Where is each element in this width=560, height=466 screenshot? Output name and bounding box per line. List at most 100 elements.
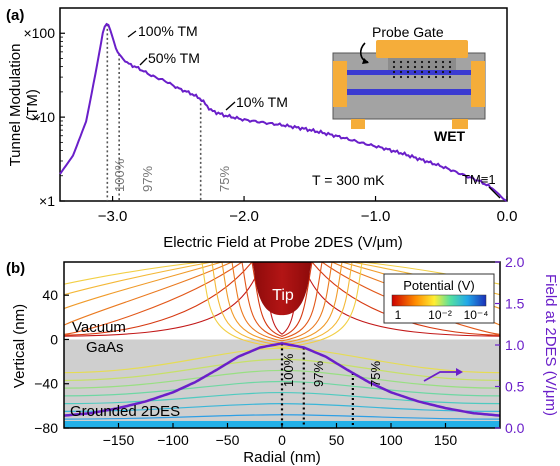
panel-b-label: (b) — [6, 260, 25, 277]
panel-b-x-axis-label: Radial (nm) — [243, 449, 321, 466]
inset-dot — [427, 65, 431, 69]
panel-b-x-tick-label-5: 100 — [379, 432, 403, 448]
panel-a-y-tick-label-0: ×1 — [39, 193, 55, 209]
annotation-temperature: T = 300 mK — [312, 172, 385, 188]
panel-a-x-tick-label-2: −1.0 — [361, 208, 391, 225]
inset-dot — [441, 60, 445, 64]
inset-dot — [399, 75, 403, 79]
annotation-10-tm: 10% TM — [236, 94, 288, 110]
inset-bottom-right-gate — [452, 119, 468, 129]
inset-dot — [399, 60, 403, 64]
panel-a-y-axis-label-1: Tunnel Modulation — [7, 44, 24, 167]
inset-dot — [434, 65, 438, 69]
inset-dot — [420, 65, 424, 69]
panel-b-y2-tick-label-2: 1.0 — [505, 337, 525, 353]
inset-dot — [392, 65, 396, 69]
inset-dot — [434, 60, 438, 64]
colorbar-tick-2: 10⁻² — [428, 308, 452, 322]
inset-dot — [434, 70, 438, 74]
contour-line — [201, 262, 363, 349]
inset-dot — [420, 60, 424, 64]
inset-dot — [427, 60, 431, 64]
panel-a-pct-100: 100% — [112, 158, 127, 192]
inset-dot — [441, 65, 445, 69]
panel-b-y-tick-label-0: 40 — [42, 287, 58, 303]
inset-dot — [448, 70, 452, 74]
panel-b-y2-tick-label-4: 2.0 — [505, 254, 525, 270]
tip-shape — [252, 262, 312, 316]
gaas-label: GaAs — [86, 339, 124, 356]
panel-a-x-axis-label: Electric Field at Probe 2DES (V/μm) — [163, 234, 403, 251]
right-axis-arrowhead — [456, 368, 463, 376]
panel-a-y-axis-label-2: (TM) — [24, 89, 41, 121]
panel-b-pct-75: 75% — [368, 361, 383, 387]
contour-line — [251, 262, 313, 337]
panel-a-pct-97: 97% — [140, 166, 155, 192]
right-axis-arrow — [423, 371, 456, 382]
colorbar-title: Potential (V) — [403, 278, 475, 293]
panel-a-x-tick-label-1: −2.0 — [229, 208, 259, 225]
inset-probe-gate — [376, 40, 468, 58]
inset-ground-2des — [347, 89, 471, 95]
annotation-tm-equals-1: TM≡1 — [462, 172, 496, 187]
inset-dot — [420, 75, 424, 79]
panel-b-x-tick-label-4: 50 — [329, 432, 345, 448]
panel-b-x-ticks: −150 −100 −50 0 50 100 150 — [103, 423, 458, 448]
inset-dot — [441, 75, 445, 79]
inset-dot — [392, 60, 396, 64]
inset-dot — [434, 75, 438, 79]
panel-a-label: (a) — [6, 7, 24, 24]
panel-b-y2-tick-label-0: 0.0 — [505, 420, 525, 436]
panel-a-y-ticks: ×1 ×10 ×100 — [23, 7, 65, 209]
inset-dot — [420, 70, 424, 74]
panel-a-x-ticks: −3.0 −2.0 −1.0 0.0 — [98, 196, 518, 225]
panel-b-y2-tick-label-3: 1.5 — [505, 296, 525, 312]
contour-line — [64, 262, 500, 331]
inset-dot — [413, 65, 417, 69]
colorbar-gradient — [391, 294, 487, 307]
panel-b-y2-tick-label-1: 0.5 — [505, 379, 525, 395]
annotation-tm1-arrow — [488, 186, 501, 199]
inset-left-contact — [333, 61, 347, 107]
inset-dot — [448, 75, 452, 79]
panel-b-y-tick-label-2: −40 — [34, 376, 58, 392]
inset-dot — [413, 75, 417, 79]
panel-b-x-tick-label-6: 150 — [434, 432, 458, 448]
inset-dot — [413, 60, 417, 64]
panel-b-pct-100: 100% — [281, 353, 296, 387]
inset-dot — [427, 75, 431, 79]
inset-dot — [406, 60, 410, 64]
panel-a-marker-lines — [106, 24, 202, 201]
inset-dot — [448, 65, 452, 69]
inset-dot — [413, 70, 417, 74]
inset-dot — [448, 60, 452, 64]
panel-b-x-tick-label-2: −50 — [216, 432, 240, 448]
contour-line — [64, 262, 500, 332]
panel-a-x-tick-label-3: 0.0 — [497, 208, 518, 225]
inset-dot — [406, 65, 410, 69]
panel-b-x-tick-label-1: −100 — [157, 432, 189, 448]
inset-dot — [427, 70, 431, 74]
annotation-10-arrow — [225, 101, 236, 111]
inset-arrowhead — [362, 58, 369, 64]
inset-dot — [406, 70, 410, 74]
inset-title: Probe Gate — [372, 24, 444, 40]
grounded-2des-label: Grounded 2DES — [70, 403, 180, 420]
colorbar-legend: Potential (V) 1 10⁻² 10⁻⁴ — [383, 273, 495, 324]
panel-b-y-tick-label-3: −80 — [34, 420, 58, 436]
inset-dot — [392, 70, 396, 74]
panel-a-y-tick-label-2: ×100 — [23, 25, 55, 41]
annotation-100-arrow — [127, 30, 137, 38]
panel-b-x-tick-label-0: −150 — [103, 432, 135, 448]
contour-line — [241, 262, 323, 340]
annotation-100-tm: 100% TM — [138, 23, 198, 39]
inset-dot — [399, 70, 403, 74]
panel-b-y2-axis-label: Field at 2DES (V/μm) — [542, 274, 559, 416]
inset-caption: WET — [434, 128, 466, 144]
panel-b-x-tick-label-3: 0 — [278, 432, 286, 448]
panel-b-field-curve — [64, 342, 500, 417]
colorbar-tick-3: 10⁻⁴ — [464, 308, 489, 322]
inset-right-contact — [471, 61, 485, 107]
contour-line — [64, 262, 500, 337]
inset-dot — [441, 70, 445, 74]
